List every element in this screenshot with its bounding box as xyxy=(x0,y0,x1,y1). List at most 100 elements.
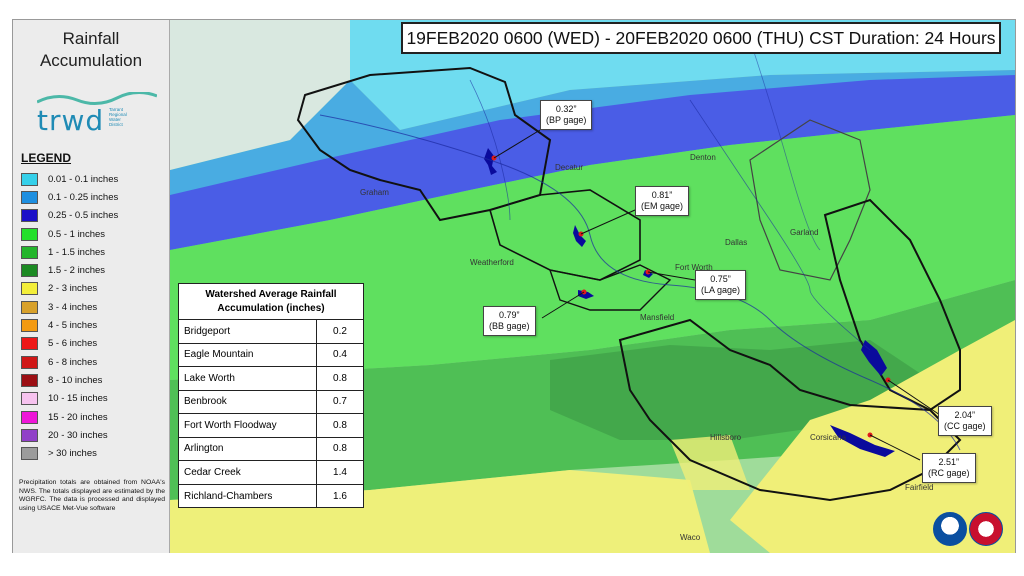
legend-item: > 30 inches xyxy=(21,444,118,462)
table-row: Cedar Creek 1.4 xyxy=(179,461,363,485)
legend-label: 2 - 3 inches xyxy=(48,283,98,295)
watershed-name-cell: Eagle Mountain xyxy=(179,343,317,366)
legend-swatch xyxy=(21,428,38,442)
city-label: Fort Worth xyxy=(675,263,713,272)
legend-item: 1.5 - 2 inches xyxy=(21,261,118,279)
city-label: Corsicana xyxy=(810,433,847,442)
table-row: Fort Worth Floodway 0.8 xyxy=(179,414,363,438)
city-label: Hillsboro xyxy=(710,433,742,442)
rainfall-value-cell: 0.2 xyxy=(333,325,347,337)
watershed-name-cell: Benbrook xyxy=(179,390,317,413)
legend-label: 5 - 6 inches xyxy=(48,338,98,350)
city-label: Decatur xyxy=(555,163,583,172)
leader-cc xyxy=(887,379,941,416)
river-tributary xyxy=(749,39,821,251)
leader-em xyxy=(580,209,636,235)
watershed-name-cell: Bridgeport xyxy=(179,320,317,343)
date-range-title: 19FEB2020 0600 (WED) - 20FEB2020 0600 (T… xyxy=(401,22,1001,54)
legend-swatch xyxy=(21,172,38,186)
legend-label: 0.25 - 0.5 inches xyxy=(48,210,119,222)
rainfall-value-cell: 0.8 xyxy=(333,443,347,455)
legend-swatch xyxy=(21,319,38,333)
table-row: Eagle Mountain 0.4 xyxy=(179,343,363,367)
callout-em-gage: 0.81” (EM gage) xyxy=(635,186,690,216)
legend-swatch xyxy=(21,282,38,296)
watershed-name-cell: Fort Worth Floodway xyxy=(179,414,317,437)
legend-item: 0.1 - 0.25 inches xyxy=(21,188,118,206)
legend-label: 20 - 30 inches xyxy=(48,429,108,441)
legend-item: 20 - 30 inches xyxy=(21,426,118,444)
rainfall-value-cell: 0.8 xyxy=(333,372,347,384)
legend-item: 1 - 1.5 inches xyxy=(21,243,118,261)
legend-item: 5 - 6 inches xyxy=(21,335,118,353)
sidebar-title: Rainfall Accumulation xyxy=(39,29,143,70)
city-label: Weatherford xyxy=(470,258,514,267)
legend-label: 8 - 10 inches xyxy=(48,374,103,386)
city-labels: Denton Dallas Garland Fort Worth Decatur Grah… xyxy=(360,153,933,542)
watershed-cedar-creek xyxy=(823,198,961,412)
legend-item: 10 - 15 inches xyxy=(21,390,118,408)
city-label: Garland xyxy=(790,228,818,237)
legend-label: 0.1 - 0.25 inches xyxy=(48,191,119,203)
legend-item: 15 - 20 inches xyxy=(21,408,118,426)
rain-band-2-3-south xyxy=(170,470,710,553)
legend-item: 0.01 - 0.1 inches xyxy=(21,170,118,188)
logo-wave-icon xyxy=(37,92,157,105)
legend-label: 1 - 1.5 inches xyxy=(48,246,106,258)
leader-bp xyxy=(493,129,541,159)
table-row: Lake Worth 0.8 xyxy=(179,367,363,391)
city-label: Waco xyxy=(680,533,701,542)
watershed-name-cell: Lake Worth xyxy=(179,367,317,390)
legend-title: LEGEND xyxy=(21,151,72,165)
legend-swatch xyxy=(21,337,38,351)
rain-band-0.5-1 xyxy=(170,115,1015,380)
rain-band-0.25-0.5 xyxy=(170,75,1015,250)
watershed-eagle-mountain xyxy=(489,189,641,281)
river-elm-fork xyxy=(689,99,871,351)
legend-label: 3 - 4 inches xyxy=(48,301,98,313)
city-label: Graham xyxy=(360,188,389,197)
rainfall-value-cell: 0.4 xyxy=(333,349,347,361)
legend-label: 10 - 15 inches xyxy=(48,393,108,405)
callout-la-gage: 0.75” (LA gage) xyxy=(695,270,747,300)
legend-list: 0.01 - 0.1 inches 0.1 - 0.25 inches 0.25 -… xyxy=(21,170,118,463)
legend-swatch xyxy=(21,227,38,241)
callout-bb-gage: 0.79” (BB gage) xyxy=(483,306,536,336)
map-unshaded-area xyxy=(170,20,350,170)
leader-la xyxy=(647,271,696,281)
watershed-name-cell: Cedar Creek xyxy=(179,461,317,484)
reservoir-cedar-creek xyxy=(861,340,887,376)
nws-logo-icon xyxy=(969,512,1003,546)
legend-label: 15 - 20 inches xyxy=(48,411,108,423)
legend-item: 8 - 10 inches xyxy=(21,371,118,389)
legend-label: 0.01 - 0.1 inches xyxy=(48,173,119,185)
table-row: Richland-Chambers 1.6 xyxy=(179,484,363,508)
legend-item: 0.25 - 0.5 inches xyxy=(21,207,118,225)
legend-item: 2 - 3 inches xyxy=(21,280,118,298)
city-label: Fairfield xyxy=(905,483,933,492)
logo-subtext: Tarrant Regional Water District xyxy=(109,107,127,127)
river-west-fork xyxy=(469,79,511,221)
data-source-note: Precipitation totals are obtained from N… xyxy=(19,479,165,512)
noaa-logo-icon xyxy=(933,512,967,546)
watershed-name-cell: Richland-Chambers xyxy=(179,484,317,508)
legend-swatch xyxy=(21,355,38,369)
legend-label: 0.5 - 1 inches xyxy=(48,228,106,240)
table-body: Bridgeport 0.2 Eagle Mountain 0.4 Lake Worth… xyxy=(179,320,363,508)
sidebar: Rainfall Accumulation trwd Tarrant Regio… xyxy=(13,20,170,553)
reservoir-richland-chambers xyxy=(830,425,895,457)
watershed-trinity-upper xyxy=(749,119,871,281)
logo-wordmark: trwd xyxy=(37,104,105,137)
leader-bb xyxy=(541,291,585,319)
watershed-rainfall-table: Watershed Average Rainfall Accumulation … xyxy=(178,283,364,508)
legend-label: 1.5 - 2 inches xyxy=(48,265,106,277)
table-row: Bridgeport 0.2 xyxy=(179,320,363,344)
legend-label: > 30 inches xyxy=(48,448,97,460)
legend-swatch xyxy=(21,245,38,259)
legend-swatch xyxy=(21,209,38,223)
rainfall-value-cell: 0.7 xyxy=(333,396,347,408)
city-label: Dallas xyxy=(725,238,747,247)
watershed-benbrook xyxy=(548,264,672,311)
table-row: Benbrook 0.7 xyxy=(179,390,363,414)
legend-swatch xyxy=(21,410,38,424)
